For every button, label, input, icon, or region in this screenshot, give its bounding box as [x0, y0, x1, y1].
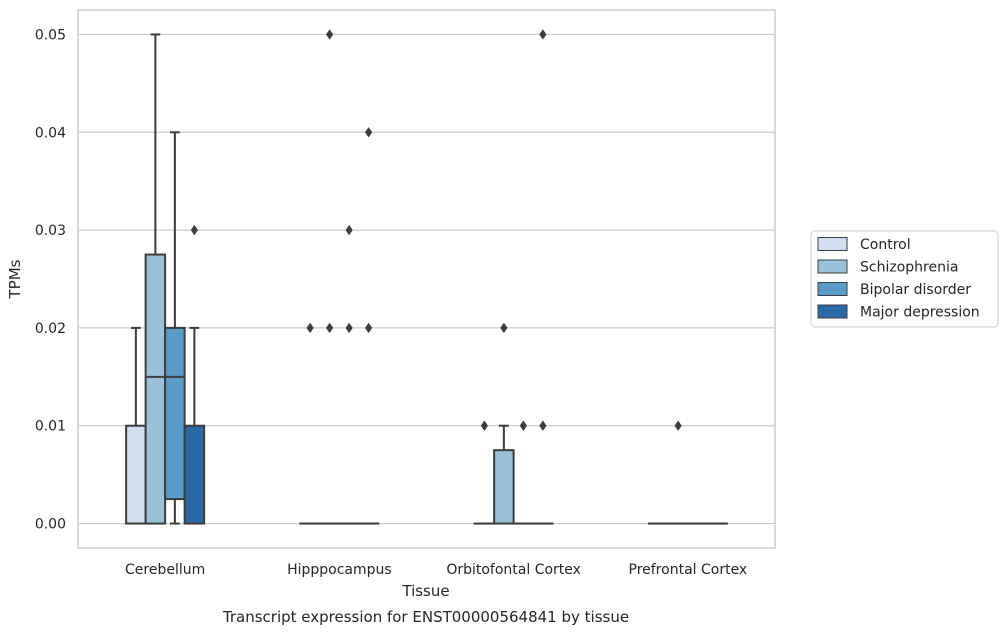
legend: Control Schizophrenia Bipolar disorder Majo…	[810, 230, 999, 328]
box-0	[299, 322, 321, 525]
y-tick-label: 0.04	[35, 125, 66, 141]
box-body	[164, 326, 186, 501]
outlier-point	[500, 322, 508, 334]
chart-caption: Transcript expression for ENST0000056484…	[222, 608, 629, 626]
box-group-0	[125, 33, 206, 525]
legend-swatch	[817, 282, 848, 296]
legend-swatch	[817, 304, 848, 319]
legend-label: Major depression	[860, 305, 980, 321]
outlier-point	[306, 322, 314, 334]
box-group-1	[299, 29, 380, 525]
outlier-point	[539, 29, 547, 40]
box-body	[144, 253, 167, 525]
outlier-point	[190, 224, 198, 236]
x-axis-label: Tissue	[401, 582, 449, 600]
box-3	[183, 224, 206, 525]
outlier-point	[345, 322, 353, 334]
y-tick-label: 0.01	[35, 419, 66, 435]
y-tick-label: 0.05	[35, 27, 66, 43]
outlier-point	[674, 420, 682, 431]
box-3	[357, 127, 380, 525]
legend-label: Control	[860, 237, 911, 253]
outlier-point	[326, 29, 334, 40]
box-2	[512, 420, 535, 525]
y-tick-label: 0.00	[35, 517, 66, 533]
box-1	[493, 322, 515, 525]
legend-swatch	[817, 259, 848, 274]
box-body	[183, 424, 206, 525]
x-tick-label: Orbitofontal Cortex	[446, 562, 581, 578]
y-axis-ticks: 0.00 0.01 0.02 0.03 0.04 0.05	[35, 27, 66, 532]
box-group-3	[647, 420, 728, 525]
outlier-point	[365, 322, 373, 334]
box-body	[125, 424, 147, 525]
box-0	[125, 326, 147, 525]
outlier-point	[326, 322, 334, 334]
outlier-point	[539, 420, 547, 431]
box-2	[164, 131, 186, 525]
box-1	[144, 33, 167, 525]
box-1	[667, 420, 689, 525]
outlier-point	[345, 224, 353, 236]
legend-frame	[810, 230, 999, 328]
x-tick-label: Hipppocampus	[287, 562, 392, 578]
y-axis-label: TPMs	[6, 259, 24, 299]
box-groups	[125, 29, 728, 525]
legend-label: Bipolar disorder	[860, 282, 971, 298]
box-3	[532, 29, 554, 525]
box-0	[473, 420, 496, 525]
x-tick-label: Prefrontal Cortex	[629, 562, 748, 578]
legend-swatch	[817, 237, 848, 251]
x-tick-label: Cerebellum	[125, 562, 205, 578]
outlier-point	[480, 420, 488, 431]
outlier-point	[519, 420, 527, 431]
box-2	[338, 224, 360, 525]
y-tick-label: 0.02	[35, 321, 66, 337]
outlier-point	[365, 127, 373, 138]
x-axis-ticks: Cerebellum Hipppocampus Orbitofontal Corte…	[125, 562, 747, 578]
plot-area-frame	[77, 9, 776, 549]
y-tick-label: 0.03	[35, 223, 66, 239]
legend-label: Schizophrenia	[860, 260, 958, 276]
box-body	[493, 449, 515, 525]
box-1	[318, 29, 341, 525]
box-group-2	[473, 29, 554, 525]
